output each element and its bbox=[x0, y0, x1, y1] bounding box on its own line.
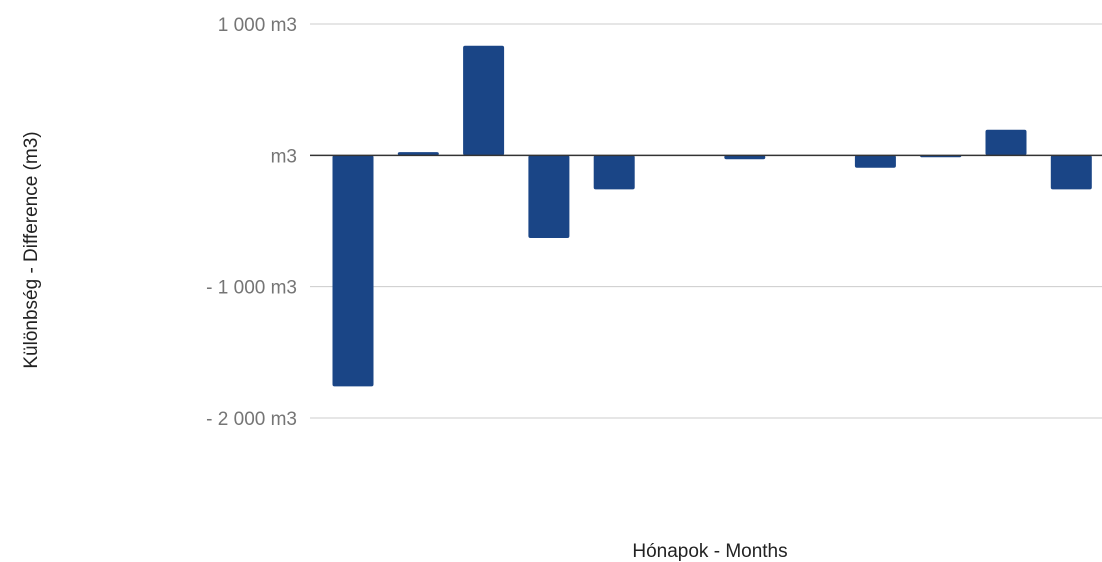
y-tick-label: m3 bbox=[271, 146, 297, 167]
bar-9 bbox=[854, 155, 896, 168]
x-axis-title: Hónapok - Months bbox=[632, 541, 787, 562]
y-tick-label: - 1 000 m3 bbox=[206, 278, 297, 299]
bar-11 bbox=[985, 129, 1027, 156]
bars bbox=[332, 45, 1092, 387]
y-tick-label: 1 000 m3 bbox=[218, 15, 297, 36]
y-tick-label: - 2 000 m3 bbox=[206, 409, 297, 430]
y-tick-labels: 1 000 m3 m3 - 1 000 m3 - 2 000 m3 bbox=[206, 15, 297, 430]
bar-7 bbox=[724, 155, 766, 160]
bar-12 bbox=[1050, 155, 1092, 190]
bar-4 bbox=[528, 155, 570, 238]
bar-5 bbox=[593, 155, 635, 190]
gridlines bbox=[310, 23, 1102, 419]
bar-2 bbox=[397, 152, 439, 156]
bar-3 bbox=[463, 45, 505, 156]
bar-1 bbox=[332, 155, 374, 387]
y-axis-title: Különbség - Difference (m3) bbox=[21, 131, 42, 368]
